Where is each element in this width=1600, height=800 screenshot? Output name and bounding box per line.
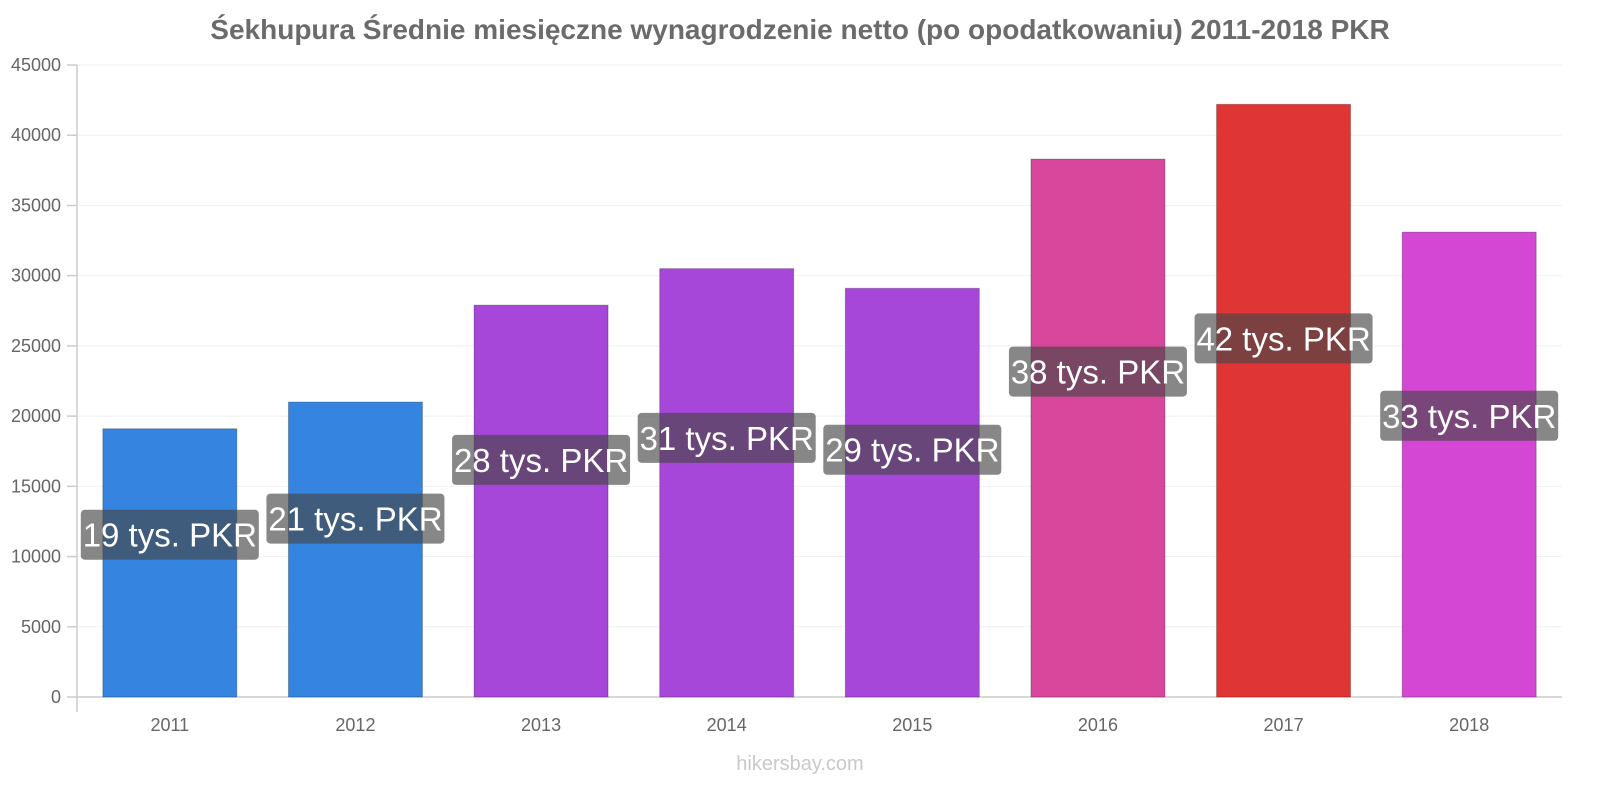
data-label-box xyxy=(637,412,816,463)
y-tick-label: 10000 xyxy=(11,547,61,567)
x-tick-label: 2011 xyxy=(150,715,189,735)
data-label: 31 tys. PKR xyxy=(640,420,814,457)
data-labels: 19 tys. PKR 21 tys. PKR 28 tys. PKR 31 tys.… xyxy=(80,313,1559,560)
y-axis-ticks: 0 5000 10000 15000 20000 25000 30000 35000 40000… xyxy=(11,55,77,707)
data-label: 42 tys. PKR xyxy=(1196,320,1370,357)
data-label: 19 tys. PKR xyxy=(83,517,257,554)
data-label: 21 tys. PKR xyxy=(268,501,442,538)
data-label: 29 tys. PKR xyxy=(825,432,999,469)
bars xyxy=(102,103,1537,698)
y-tick-label: 35000 xyxy=(11,195,61,215)
x-tick-label: 2017 xyxy=(1264,715,1304,735)
y-tick-label: 25000 xyxy=(11,336,61,356)
y-tick-label: 40000 xyxy=(11,125,61,145)
x-tick-label: 2012 xyxy=(335,715,375,735)
y-tick-label: 45000 xyxy=(11,55,61,75)
watermark-text: hikersbay.com xyxy=(736,753,864,775)
bar-2014 xyxy=(659,268,795,698)
data-label-box xyxy=(1380,390,1559,441)
data-label: 28 tys. PKR xyxy=(454,442,628,479)
bar-2018 xyxy=(1401,231,1537,698)
data-label: 38 tys. PKR xyxy=(1011,354,1185,391)
bar-2015 xyxy=(844,287,980,698)
x-tick-label: 2018 xyxy=(1449,715,1489,735)
chart-title: Śekhupura Średnie miesięczne wynagrodzen… xyxy=(210,14,1390,45)
y-tick-label: 5000 xyxy=(21,617,61,637)
y-tick-label: 0 xyxy=(51,687,61,707)
y-tick-label: 15000 xyxy=(11,476,61,496)
data-label-box xyxy=(1008,346,1187,397)
x-tick-label: 2015 xyxy=(892,715,932,735)
x-tick-label: 2014 xyxy=(707,715,747,735)
data-label-box xyxy=(80,509,259,560)
data-label-box xyxy=(452,434,631,485)
x-tick-label: 2016 xyxy=(1078,715,1118,735)
x-tick-label: 2013 xyxy=(521,715,561,735)
data-label-box xyxy=(266,493,445,544)
bar-2011 xyxy=(102,428,238,698)
bar-2013 xyxy=(473,304,609,698)
bar-2017 xyxy=(1216,103,1352,698)
bar-2016 xyxy=(1030,158,1166,698)
data-label: 33 tys. PKR xyxy=(1382,398,1556,435)
data-label-box xyxy=(1194,313,1373,364)
x-axis-ticks: 2011 2012 2013 2014 2015 2016 2017 2018 xyxy=(150,715,1489,735)
bar-2012 xyxy=(287,401,423,698)
data-label-box xyxy=(823,424,1002,475)
y-tick-label: 30000 xyxy=(11,266,61,286)
y-tick-label: 20000 xyxy=(11,406,61,426)
